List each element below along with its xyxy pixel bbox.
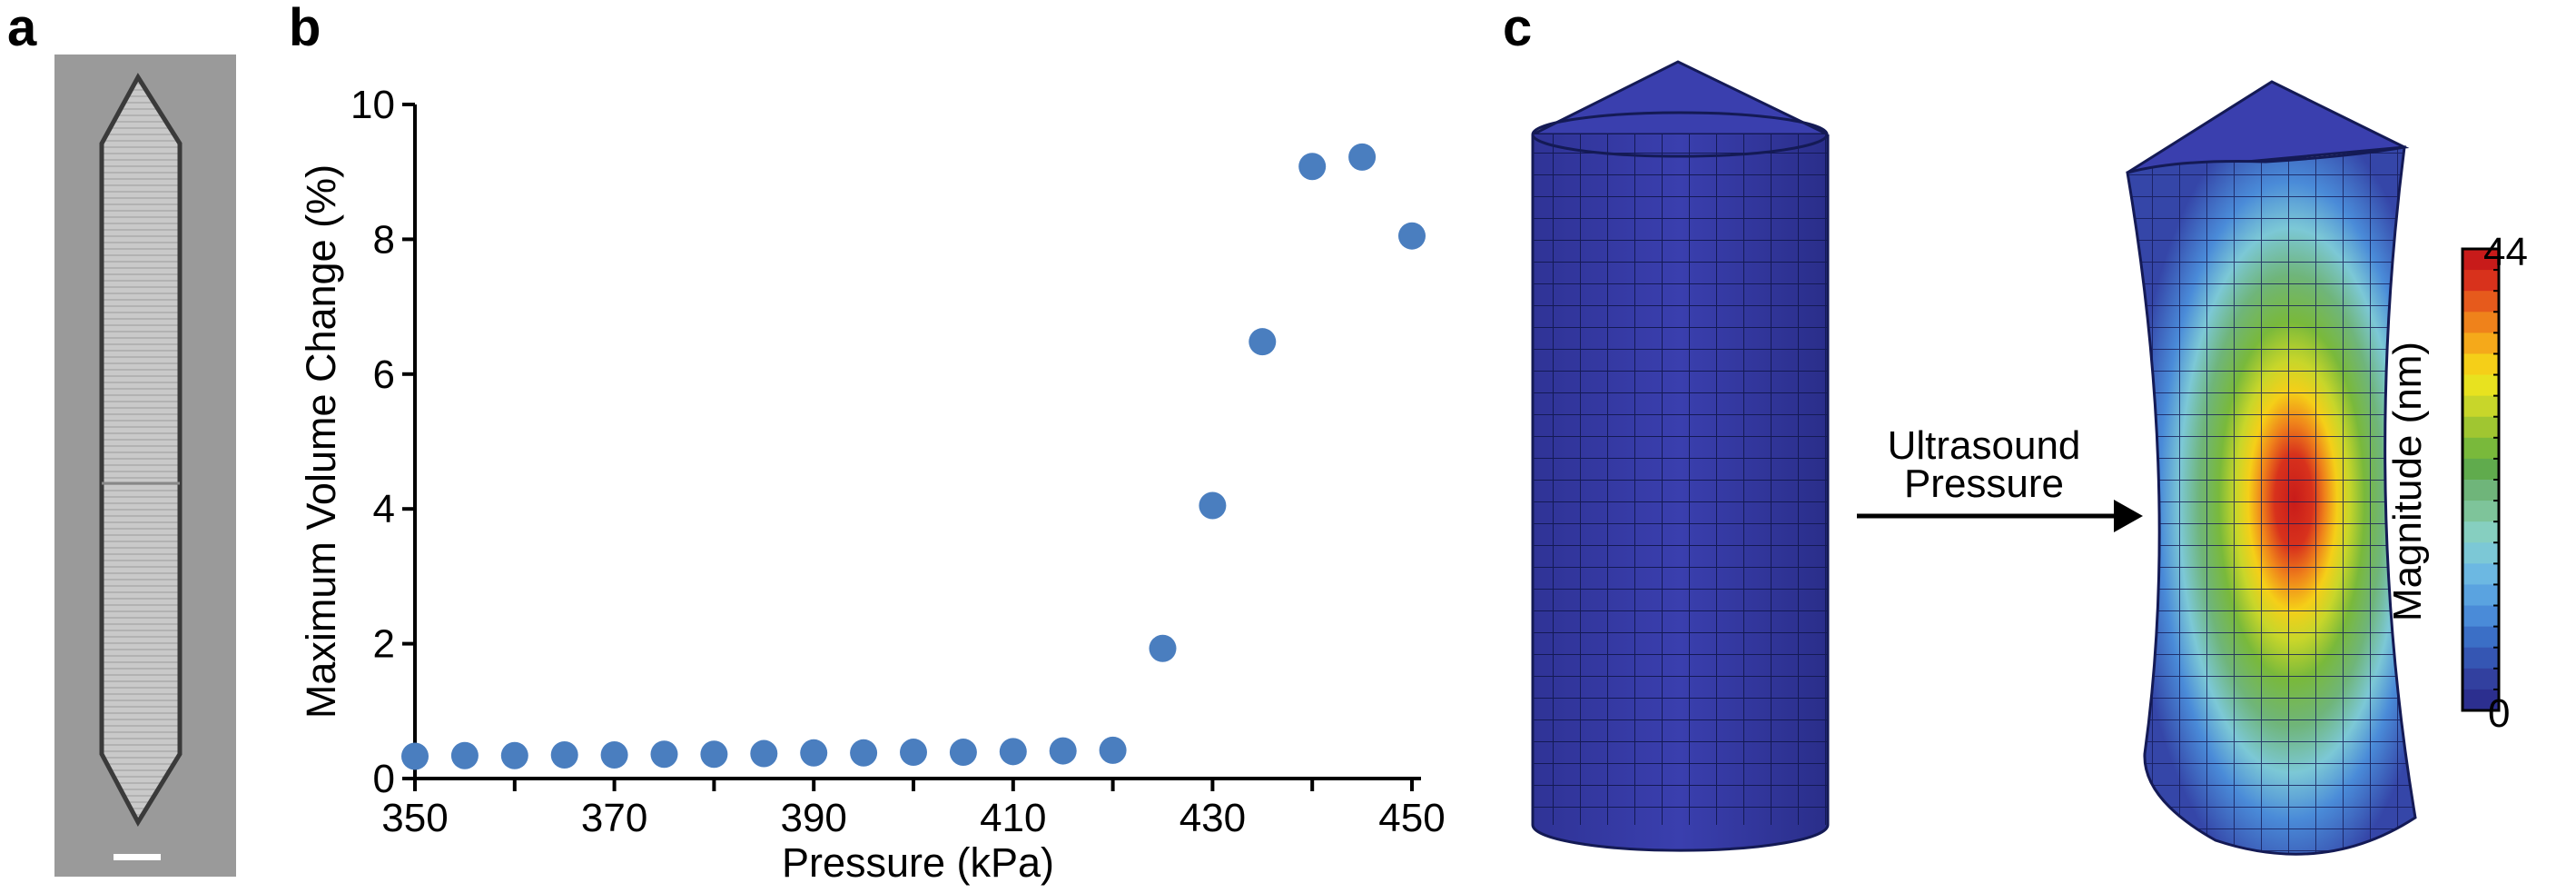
colorbar-segment bbox=[2462, 480, 2499, 501]
colorbar-segment bbox=[2462, 395, 2499, 418]
x-axis-title: Pressure (kPa) bbox=[782, 839, 1054, 886]
data-point bbox=[650, 740, 678, 769]
colorbar-segment bbox=[2462, 542, 2499, 564]
y-tick-label: 10 bbox=[350, 83, 395, 127]
data-point bbox=[600, 741, 628, 769]
data-point bbox=[850, 739, 878, 767]
colorbar-segment bbox=[2462, 563, 2499, 585]
colorbar-title: Magnitude (nm) bbox=[2385, 342, 2430, 621]
colorbar bbox=[2461, 247, 2501, 712]
data-point bbox=[1348, 143, 1377, 171]
colorbar-segment bbox=[2462, 353, 2499, 376]
data-point bbox=[1099, 736, 1127, 764]
colorbar-segment bbox=[2462, 312, 2499, 333]
data-point bbox=[1149, 634, 1177, 662]
data-point bbox=[450, 741, 479, 769]
colorbar-segment bbox=[2462, 416, 2499, 439]
y-tick-label: 0 bbox=[373, 757, 395, 801]
colorbar-segment bbox=[2462, 270, 2499, 292]
colorbar-segment bbox=[2462, 501, 2499, 522]
data-point bbox=[1049, 737, 1077, 765]
arrow-label-line2: Pressure bbox=[1904, 461, 2064, 506]
panel-label-b: b bbox=[289, 0, 321, 57]
colorbar-segment bbox=[2462, 437, 2499, 460]
data-point bbox=[500, 741, 528, 769]
x-tick-label: 450 bbox=[1378, 796, 1445, 840]
colorbar-segment bbox=[2462, 458, 2499, 481]
data-point bbox=[700, 740, 728, 769]
data-point bbox=[401, 742, 429, 770]
colorbar-segment bbox=[2462, 584, 2499, 607]
panel-label-a: a bbox=[7, 0, 37, 57]
colorbar-segment bbox=[2462, 647, 2499, 670]
colorbar-segment bbox=[2462, 291, 2499, 313]
data-point bbox=[1249, 328, 1277, 356]
colorbar-segment bbox=[2462, 374, 2499, 397]
x-tick-label: 390 bbox=[780, 796, 846, 840]
ultrasound-pressure-arrow bbox=[1857, 500, 2143, 532]
colorbar-max-label: 44 bbox=[2483, 230, 2528, 274]
x-tick-label: 370 bbox=[581, 796, 647, 840]
colorbar-segment bbox=[2462, 605, 2499, 628]
data-point bbox=[550, 741, 578, 769]
data-point bbox=[900, 739, 927, 767]
data-point bbox=[800, 739, 828, 767]
y-tick-label: 4 bbox=[373, 487, 395, 531]
x-tick-label: 430 bbox=[1179, 796, 1246, 840]
colorbar-segment bbox=[2462, 626, 2499, 649]
data-point bbox=[949, 739, 977, 767]
y-axis-title: Maximum Volume Change (%) bbox=[298, 164, 344, 719]
y-tick-label: 8 bbox=[373, 217, 395, 262]
colorbar-min-label: 0 bbox=[2488, 691, 2510, 736]
y-tick-label: 2 bbox=[373, 622, 395, 667]
undeformed-cylinder bbox=[1531, 60, 1830, 852]
data-point bbox=[1398, 222, 1426, 250]
x-tick-label: 350 bbox=[381, 796, 448, 840]
colorbar-segment bbox=[2462, 332, 2499, 354]
colorbar-segment bbox=[2462, 521, 2499, 543]
colorbar-segment bbox=[2462, 668, 2499, 690]
data-point bbox=[1298, 153, 1327, 181]
data-point bbox=[999, 738, 1027, 766]
deformed-cylinder bbox=[2126, 80, 2417, 856]
y-tick-label: 6 bbox=[373, 352, 395, 397]
data-point bbox=[750, 739, 778, 768]
arrow-label-line1: Ultrasound bbox=[1888, 423, 2081, 468]
panel-label-c: c bbox=[1503, 0, 1533, 57]
scale-bar bbox=[114, 854, 161, 860]
data-point bbox=[1199, 491, 1227, 520]
vesicle-body bbox=[99, 73, 183, 828]
colorbar-segment bbox=[2462, 689, 2499, 711]
colorbar-segment bbox=[2462, 249, 2499, 271]
x-tick-label: 410 bbox=[980, 796, 1046, 840]
